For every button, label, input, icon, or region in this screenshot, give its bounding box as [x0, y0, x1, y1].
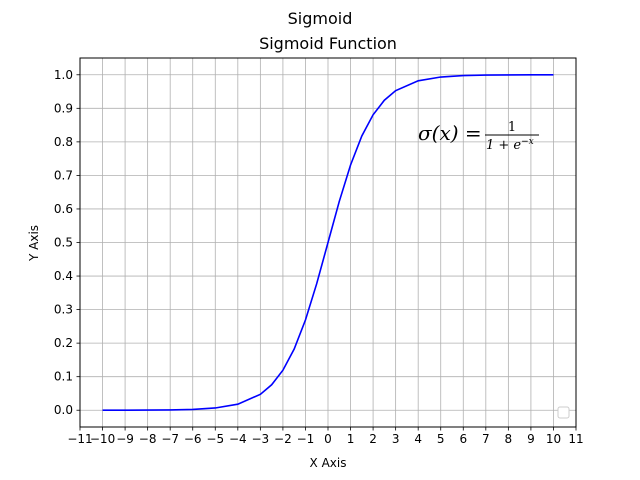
y-tick-label: 0.6 [54, 202, 73, 216]
y-tick-label: 0.8 [54, 135, 73, 149]
x-tick-label: −2 [274, 432, 292, 446]
x-tick-label: 0 [324, 432, 332, 446]
x-tick-label: −3 [252, 432, 270, 446]
sigmoid-curve [102, 73, 554, 412]
x-tick-label: 11 [568, 432, 583, 446]
x-axis-label: X Axis [310, 456, 347, 470]
y-tick-label: 0.5 [54, 236, 73, 250]
y-axis-ticks: 0.0 0.1 0.2 0.3 0.4 0.5 0.6 0.7 0.8 0.9 1.0 [54, 68, 80, 417]
formula-numerator: 1 [508, 120, 516, 135]
x-tick-label: 1 [347, 432, 355, 446]
formula-annotation: σ(x) = 1 1 + e−x [418, 120, 539, 153]
x-tick-label: 3 [392, 432, 400, 446]
x-tick-label: 5 [437, 432, 445, 446]
formula-denominator-exponent: −x [521, 137, 534, 147]
x-tick-label: −5 [206, 432, 224, 446]
formula-denominator-base: 1 + e [486, 138, 521, 153]
x-tick-label: −8 [139, 432, 157, 446]
x-tick-label: 9 [527, 432, 535, 446]
formula-denominator: 1 + e−x [486, 137, 534, 153]
figure-suptitle: Sigmoid [288, 9, 353, 28]
x-tick-label: 10 [546, 432, 561, 446]
x-tick-label: −6 [184, 432, 202, 446]
x-tick-label: 4 [414, 432, 422, 446]
y-tick-label: 1.0 [54, 68, 73, 82]
formula-lhs: σ(x) = [418, 121, 482, 145]
y-tick-label: 0.9 [54, 101, 73, 115]
y-tick-label: 0.3 [54, 303, 73, 317]
x-tick-label: −1 [297, 432, 315, 446]
x-tick-label: −4 [229, 432, 247, 446]
x-tick-label: −11 [67, 432, 92, 446]
x-tick-label: −7 [161, 432, 179, 446]
x-tick-label: 6 [459, 432, 467, 446]
y-tick-label: 0.1 [54, 370, 73, 384]
y-axis-label: Y Axis [27, 225, 41, 262]
x-tick-label: 7 [482, 432, 490, 446]
y-tick-label: 0.2 [54, 336, 73, 350]
y-tick-label: 0.7 [54, 168, 73, 182]
legend-box [557, 406, 570, 419]
x-tick-label: 2 [369, 432, 377, 446]
x-tick-label: −10 [90, 432, 115, 446]
chart-title: Sigmoid Function [259, 34, 397, 53]
x-axis-ticks: −11−10 −9 −8 −7 −6 −5 −4 −3 −2 −1 0 1 2 3 4 5 6 7 8 9 10 11 [67, 427, 584, 446]
x-tick-label: −9 [116, 432, 134, 446]
y-tick-label: 0.0 [54, 403, 73, 417]
x-tick-label: 8 [505, 432, 513, 446]
y-tick-label: 0.4 [54, 269, 73, 283]
